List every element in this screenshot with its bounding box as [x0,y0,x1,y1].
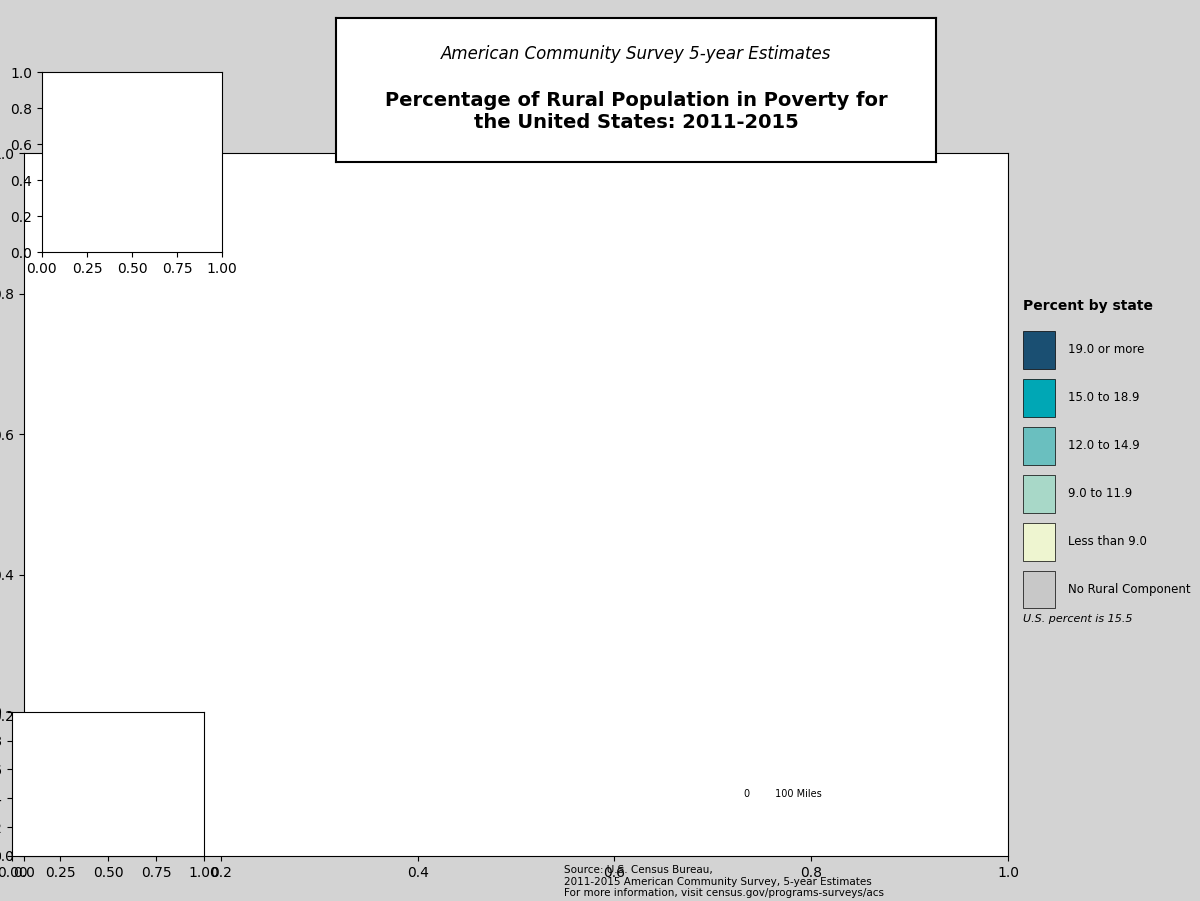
Text: 15.0 to 18.9: 15.0 to 18.9 [1068,391,1140,405]
FancyBboxPatch shape [1022,427,1056,465]
FancyBboxPatch shape [1022,571,1056,608]
Text: Source: U.S. Census Bureau,
2011-2015 American Community Survey, 5-year Estimate: Source: U.S. Census Bureau, 2011-2015 Am… [564,865,884,898]
Text: U.S. percent is 15.5: U.S. percent is 15.5 [1022,614,1133,623]
Text: 19.0 or more: 19.0 or more [1068,343,1145,357]
FancyBboxPatch shape [1022,523,1056,560]
Text: Percent by state: Percent by state [1022,298,1153,313]
Text: 9.0 to 11.9: 9.0 to 11.9 [1068,487,1133,500]
Text: Less than 9.0: Less than 9.0 [1068,535,1147,548]
FancyBboxPatch shape [1022,475,1056,513]
FancyBboxPatch shape [1022,332,1056,369]
Text: Percentage of Rural Population in Poverty for
the United States: 2011-2015: Percentage of Rural Population in Povert… [385,91,887,132]
FancyBboxPatch shape [1022,379,1056,417]
Text: 12.0 to 14.9: 12.0 to 14.9 [1068,440,1140,452]
Text: 0        100 Miles: 0 100 Miles [744,789,822,799]
Text: American Community Survey 5-year Estimates: American Community Survey 5-year Estimat… [440,45,832,63]
Text: No Rural Component: No Rural Component [1068,583,1190,596]
